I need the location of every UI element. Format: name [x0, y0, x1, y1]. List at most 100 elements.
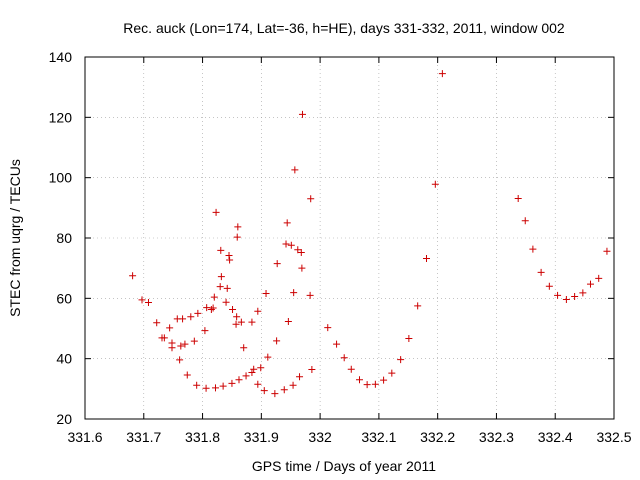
data-point	[282, 240, 290, 248]
data-point	[273, 337, 281, 345]
data-point	[306, 291, 314, 299]
data-point	[232, 320, 240, 328]
data-point	[529, 245, 537, 253]
data-point	[228, 379, 236, 387]
data-point	[248, 369, 256, 377]
data-point	[291, 166, 299, 174]
x-tick-labels: 331.6 331.7 331.8 331.9 332 332.1 332.2 332.3 33…	[67, 429, 631, 445]
data-point	[202, 384, 210, 392]
data-point	[144, 299, 152, 307]
x-tick-label: 332.5	[596, 429, 631, 445]
data-point	[347, 365, 355, 373]
data-point	[216, 283, 224, 291]
x-tick-label: 331.7	[126, 429, 161, 445]
y-axis-label: STEC from uqrg / TECUs	[7, 159, 23, 317]
data-point	[514, 194, 522, 202]
x-tick-label: 332	[308, 429, 332, 445]
data-point	[222, 298, 230, 306]
data-point	[371, 380, 379, 388]
data-point	[290, 289, 298, 297]
x-tick-label: 331.8	[185, 429, 220, 445]
data-point	[273, 260, 281, 268]
data-point	[438, 70, 446, 78]
data-point	[168, 344, 176, 352]
axis-ticks	[84, 56, 615, 420]
data-point	[562, 296, 570, 304]
y-tick-label: 80	[56, 230, 72, 246]
data-point	[183, 371, 191, 379]
data-point	[233, 233, 241, 241]
data-point	[545, 282, 553, 290]
data-point	[271, 390, 279, 398]
y-tick-label: 60	[56, 290, 72, 306]
data-point	[289, 381, 297, 389]
x-axis-label: GPS time / Days of year 2011	[252, 458, 436, 474]
data-point	[264, 353, 272, 361]
data-point	[209, 304, 217, 312]
data-point	[176, 356, 184, 364]
data-point	[431, 180, 439, 188]
data-point	[225, 251, 233, 259]
data-point	[283, 219, 291, 227]
data-point	[229, 305, 237, 313]
data-point	[355, 376, 363, 384]
data-point	[254, 380, 262, 388]
data-point	[262, 290, 270, 298]
data-point	[212, 208, 220, 216]
data-point	[294, 246, 302, 254]
data-point	[298, 264, 306, 272]
data-point	[298, 110, 306, 118]
data-point	[405, 334, 413, 342]
y-tick-label: 120	[49, 109, 73, 125]
x-tick-label: 332.3	[479, 429, 514, 445]
data-point	[308, 366, 316, 374]
data-point	[237, 318, 245, 326]
data-point	[194, 309, 202, 317]
data-point	[579, 289, 587, 297]
y-tick-label: 40	[56, 351, 72, 367]
x-tick-label: 331.9	[244, 429, 279, 445]
data-point	[201, 327, 209, 335]
data-point	[284, 318, 292, 326]
data-point	[603, 247, 611, 255]
x-tick-label: 332.2	[420, 429, 455, 445]
data-point	[234, 223, 242, 231]
data-point	[340, 354, 348, 362]
data-point	[187, 313, 195, 321]
data-point	[138, 296, 146, 304]
data-point	[177, 342, 185, 350]
data-point	[414, 302, 422, 310]
y-tick-labels: 20 40 60 80 100 120 140	[49, 49, 73, 427]
data-point	[211, 384, 219, 392]
data-point	[179, 315, 187, 323]
data-point	[242, 372, 250, 380]
data-point	[586, 280, 594, 288]
data-point	[287, 241, 295, 249]
data-point	[193, 381, 201, 389]
y-tick-label: 100	[49, 170, 73, 186]
data-point	[595, 274, 603, 282]
data-point	[181, 340, 189, 348]
data-point	[521, 217, 529, 225]
data-point	[217, 273, 225, 281]
data-point	[248, 318, 256, 326]
data-point	[203, 304, 211, 312]
data-point	[280, 386, 288, 394]
data-point	[297, 248, 305, 256]
data-point	[324, 324, 332, 332]
data-point	[153, 319, 161, 327]
grid-lines	[85, 57, 614, 419]
data-point	[422, 255, 430, 263]
data-point	[190, 337, 198, 345]
data-point	[571, 293, 579, 301]
data-point	[219, 382, 227, 390]
data-point	[223, 284, 231, 292]
data-point	[380, 376, 388, 384]
data-point	[260, 387, 268, 395]
data-point	[250, 365, 258, 373]
data-point	[307, 195, 315, 203]
data-point	[240, 344, 248, 352]
data-point	[388, 369, 396, 377]
data-point	[207, 305, 215, 313]
